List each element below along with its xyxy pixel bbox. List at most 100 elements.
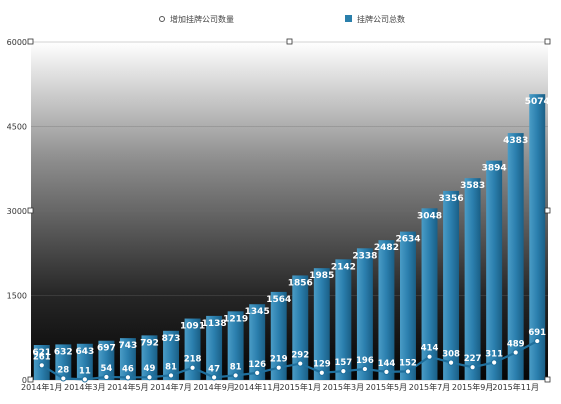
bar-value-label: 3894: [482, 164, 507, 174]
bar: [443, 190, 460, 380]
bar-value-label: 1138: [202, 319, 227, 329]
bar-value-label: 4383: [503, 136, 528, 146]
y-tick-label: 6000: [7, 38, 27, 47]
x-tick-label: 2014年3月: [64, 382, 105, 392]
handle-mid-left: [27, 207, 34, 214]
y-tick-label: 0: [22, 376, 27, 385]
handle-top-left: [27, 38, 34, 45]
bar-value-label: 3048: [417, 211, 442, 221]
bar: [464, 178, 481, 380]
bar-value-label: 3356: [439, 194, 464, 204]
line-point: [469, 364, 476, 371]
bar: [486, 160, 503, 380]
line-point: [383, 368, 390, 375]
x-tick-label: 2014年7月: [150, 382, 191, 392]
bar: [141, 335, 158, 380]
bar-value-label: 697: [97, 344, 116, 354]
legend: 增加挂牌公司数量 挂牌公司总数: [159, 14, 405, 24]
bar-value-label: 5074: [525, 97, 550, 107]
x-tick-label: 2015年7月: [409, 382, 450, 392]
legend-label-new-listings: 增加挂牌公司数量: [170, 14, 234, 24]
line-point: [38, 362, 45, 369]
x-tick-label: 2015年9月: [452, 382, 493, 392]
line-point: [60, 375, 67, 382]
point-labels: 261 28 11 54 46 49 81 218 47 81 126 219 292 129 157 196…: [33, 328, 546, 376]
bar-value-label: 1345: [245, 307, 270, 317]
line-point: [146, 374, 153, 381]
line-point: [426, 353, 433, 360]
x-tick-label: 2015年1月: [280, 382, 321, 392]
bar: [313, 268, 330, 380]
x-tick-label: 2015年5月: [366, 382, 407, 392]
point-value-label: 196: [356, 356, 374, 366]
point-value-label: 691: [528, 328, 546, 338]
x-tick-label: 2014年5月: [107, 382, 148, 392]
bar-value-label: 743: [119, 341, 138, 351]
line-point: [297, 360, 304, 367]
legend-label-total-listings: 挂牌公司总数: [357, 14, 405, 24]
bar: [421, 208, 438, 380]
point-value-label: 54: [100, 364, 112, 374]
legend-marker-total-listings: [345, 15, 352, 22]
bar-value-label: 2142: [331, 262, 356, 272]
line-point: [340, 368, 347, 375]
bar: [356, 248, 373, 380]
bar: [335, 259, 352, 380]
point-value-label: 218: [184, 355, 202, 365]
point-value-label: 47: [208, 364, 220, 374]
point-value-label: 129: [313, 360, 331, 370]
y-tick-label: 4500: [7, 123, 27, 132]
x-axis-ticks: 2014年1月 2014年3月 2014年5月 2014年7月 2014年9月 2014年…: [21, 382, 539, 392]
x-tick-label: 2014年11月: [234, 382, 281, 392]
point-value-label: 152: [399, 358, 417, 368]
point-value-label: 81: [230, 362, 242, 372]
bar: [378, 240, 395, 380]
line-path: [41, 340, 538, 381]
point-value-label: 292: [291, 351, 309, 361]
line-point: [103, 373, 110, 381]
line-point: [361, 365, 368, 373]
point-value-label: 227: [464, 354, 482, 364]
bar-value-label: 621: [32, 348, 51, 358]
point-value-label: 308: [442, 350, 460, 360]
line-point: [318, 369, 325, 376]
line-point: [124, 374, 132, 381]
handle-bottom-left: [27, 376, 34, 383]
bars: [33, 94, 546, 380]
y-tick-label: 1500: [7, 292, 27, 301]
bar: [292, 275, 309, 380]
bar-value-label: 3583: [460, 181, 485, 191]
handle-bottom-right: [544, 376, 551, 383]
line-point: [232, 372, 239, 379]
bar: [270, 291, 287, 380]
bar-value-label: 1564: [266, 295, 291, 305]
line-point: [275, 364, 282, 371]
point-value-label: 311: [485, 349, 503, 359]
point-value-label: 11: [79, 366, 91, 376]
point-value-label: 414: [421, 344, 439, 354]
line-point: [211, 374, 218, 381]
point-value-label: 261: [33, 352, 51, 362]
bar: [206, 315, 223, 380]
bar-value-label: 873: [162, 334, 181, 344]
bar: [529, 94, 546, 380]
x-tick-label: 2015年11月: [492, 382, 539, 392]
bar: [98, 340, 115, 380]
legend-marker-new-listings: [159, 16, 165, 22]
point-value-label: 157: [334, 358, 352, 368]
x-tick-label: 2014年9月: [193, 382, 234, 392]
y-tick-label: 3000: [7, 207, 27, 216]
bar: [76, 343, 93, 380]
line-point: [534, 337, 541, 345]
corner-handles: [27, 38, 551, 383]
line-point: [491, 359, 498, 366]
point-value-label: 46: [122, 364, 134, 374]
bar: [227, 311, 244, 380]
line-point: [81, 376, 88, 383]
line-point: [167, 372, 175, 379]
line-series: [41, 340, 538, 381]
bar-value-label: 632: [54, 347, 73, 357]
line-point: [189, 364, 196, 371]
line-point: [447, 359, 455, 366]
